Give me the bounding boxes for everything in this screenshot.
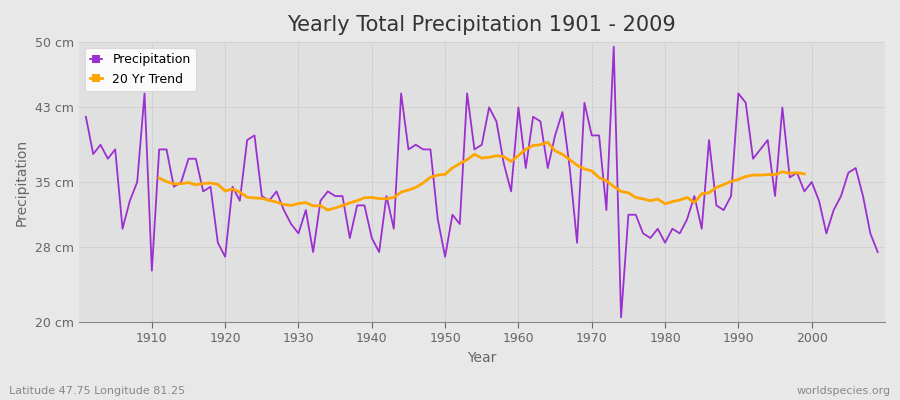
Legend: Precipitation, 20 Yr Trend: Precipitation, 20 Yr Trend [85,48,195,91]
Y-axis label: Precipitation: Precipitation [15,138,29,226]
Text: worldspecies.org: worldspecies.org [796,386,891,396]
Title: Yearly Total Precipitation 1901 - 2009: Yearly Total Precipitation 1901 - 2009 [287,15,676,35]
X-axis label: Year: Year [467,351,497,365]
Text: Latitude 47.75 Longitude 81.25: Latitude 47.75 Longitude 81.25 [9,386,185,396]
